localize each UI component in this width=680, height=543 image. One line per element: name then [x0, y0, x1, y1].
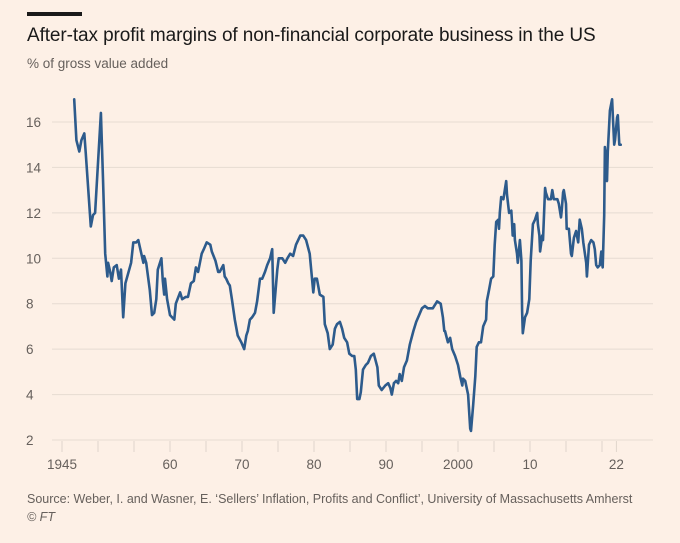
source-note: Source: Weber, I. and Wasner, E. ‘Seller… [27, 490, 632, 526]
x-tick-label: 1945 [47, 457, 77, 472]
x-tick-label: 90 [378, 457, 393, 472]
y-tick-label: 16 [26, 115, 41, 130]
x-tick-label: 10 [522, 457, 537, 472]
x-tick-label: 22 [609, 457, 624, 472]
x-tick-label: 2000 [443, 457, 473, 472]
series-line-profit-margin [72, 98, 622, 433]
chart-title: After-tax profit margins of non-financia… [27, 25, 596, 46]
x-tick-label: 80 [306, 457, 321, 472]
y-tick-label: 12 [26, 206, 41, 221]
y-tick-label: 2 [26, 433, 34, 448]
y-tick-label: 6 [26, 342, 34, 357]
gridlines [52, 121, 653, 441]
x-axis: 1945 60 70 80 90 2000 10 22 [47, 441, 624, 472]
y-tick-label: 8 [26, 297, 34, 312]
source-text: Source: Weber, I. and Wasner, E. ‘Seller… [27, 492, 633, 506]
y-axis-labels: 2 4 6 8 10 12 14 16 [26, 115, 42, 448]
y-tick-label: 10 [26, 251, 41, 266]
x-tick-label: 70 [234, 457, 249, 472]
chart-subtitle: % of gross value added [27, 56, 169, 71]
copyright: © FT [27, 510, 55, 524]
y-tick-label: 14 [26, 160, 42, 175]
series-layer [72, 98, 622, 433]
x-tick-label: 60 [162, 457, 177, 472]
y-tick-label: 4 [26, 388, 34, 403]
ft-accent-bar [27, 12, 82, 16]
